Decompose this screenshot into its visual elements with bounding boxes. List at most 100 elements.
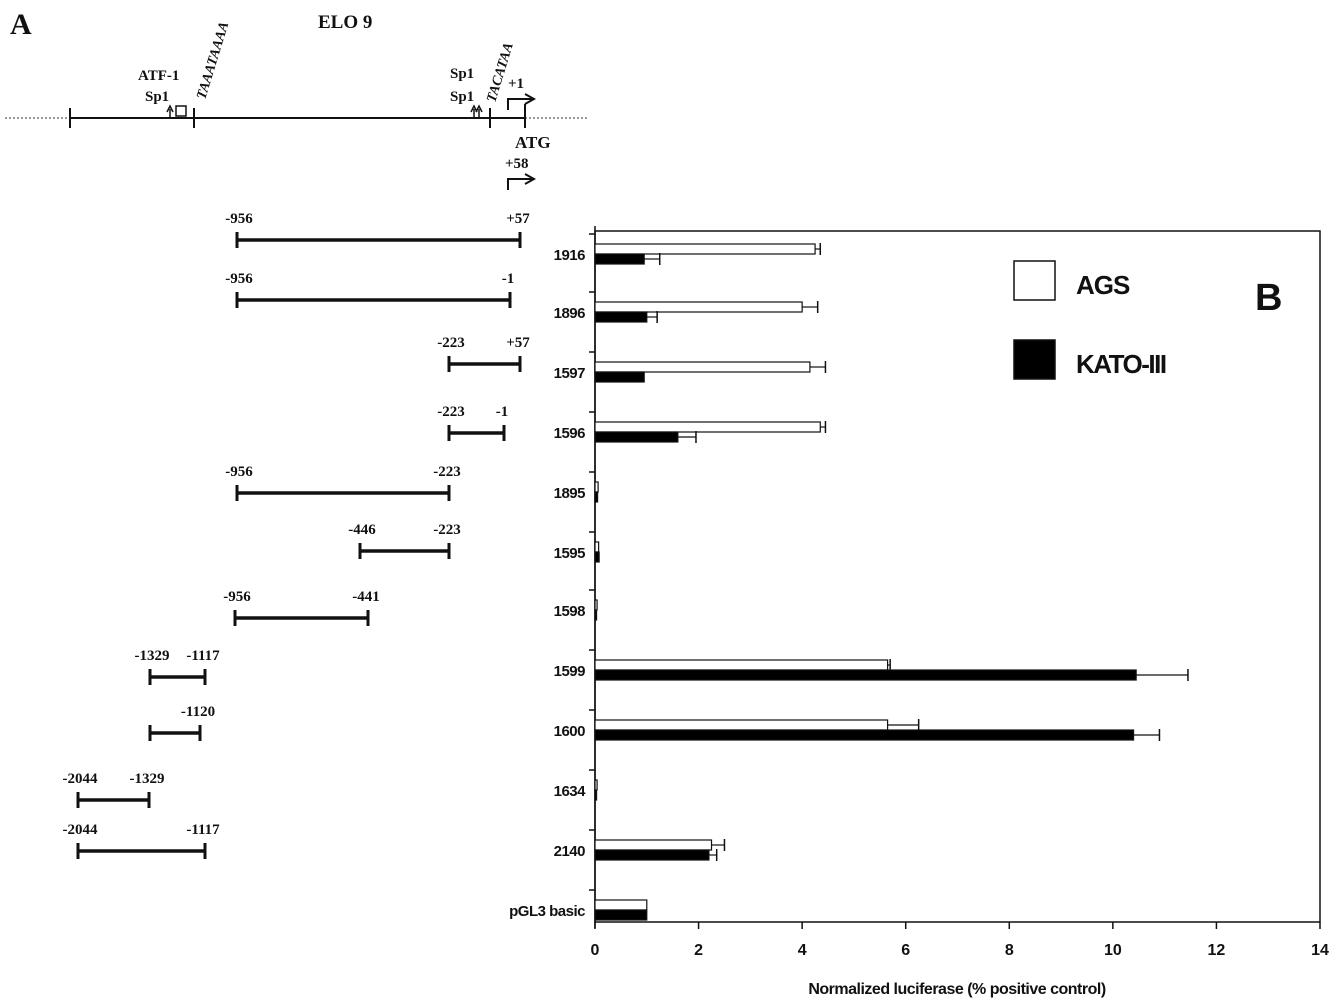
category-label: 1916 xyxy=(554,247,586,264)
x-axis-ticks: 0 2 4 6 8 10 12 14 xyxy=(591,922,1329,959)
construct: -956 -1 xyxy=(225,271,514,308)
bar-kato-iii xyxy=(594,669,1137,681)
sp1-right-bottom-label: Sp1 xyxy=(450,89,474,105)
atf1-label: ATF-1 xyxy=(138,68,179,84)
construct-start-label: -1329 xyxy=(135,648,170,664)
x-tick-label: 6 xyxy=(901,942,910,959)
category-label: pGL3 basic xyxy=(509,903,585,920)
construct-end-label: -1117 xyxy=(186,822,220,838)
sp1-right-top-label: Sp1 xyxy=(450,66,474,82)
tss-label: +1 xyxy=(508,76,524,92)
construct: -223 +57 xyxy=(437,335,530,372)
category-label: 1598 xyxy=(554,603,586,620)
construct-end-label: -1 xyxy=(496,404,509,420)
category-label: 1597 xyxy=(554,365,586,382)
x-tick-label: 2 xyxy=(694,942,703,959)
sp1-left-label: Sp1 xyxy=(145,89,169,105)
bar-ags xyxy=(594,541,600,553)
bar-ags xyxy=(594,659,889,671)
x-tick-label: 14 xyxy=(1311,942,1329,959)
construct: -1329 -1117 xyxy=(135,648,220,685)
category-label: 1600 xyxy=(554,723,586,740)
bar-kato-iii xyxy=(594,609,598,621)
construct-end-label: +57 xyxy=(506,211,530,227)
panel-a-label: A xyxy=(10,8,32,41)
bar-ags xyxy=(594,243,816,255)
construct: -1120 xyxy=(148,704,215,741)
construct: -956 -441 xyxy=(223,589,380,626)
construct-end-label: -223 xyxy=(433,522,461,538)
bar-ags xyxy=(594,719,889,731)
construct-end-label: -1120 xyxy=(181,704,215,720)
bar-ags xyxy=(594,779,598,791)
construct-end-label: +57 xyxy=(506,335,530,351)
category-label: 1896 xyxy=(554,305,586,322)
bar-kato-iii xyxy=(594,253,645,265)
sp1-site-arrow-icon xyxy=(470,104,478,118)
construct: -2044 -1329 xyxy=(63,771,165,808)
bar-ags xyxy=(594,599,598,611)
sp1-site-arrow-icon xyxy=(166,104,174,118)
x-tick-label: 10 xyxy=(1104,942,1122,959)
bar-ags xyxy=(594,301,803,313)
construct-start-label: -223 xyxy=(437,335,465,351)
bar-kato-iii xyxy=(594,431,679,443)
category-label: 1634 xyxy=(554,783,587,800)
tss-arrow-icon xyxy=(507,93,537,110)
x-tick-label: 0 xyxy=(591,942,600,959)
legend-swatch-kato-iii xyxy=(1013,339,1056,380)
category-label: 1595 xyxy=(554,545,586,562)
x-tick-label: 12 xyxy=(1208,942,1226,959)
construct-start-label: -956 xyxy=(225,211,253,227)
construct: -446 -223 xyxy=(348,522,461,559)
construct: -2044 -1117 xyxy=(63,822,220,859)
tacataa-label: TACATAA xyxy=(484,41,516,104)
category-label: 2140 xyxy=(554,843,586,860)
construct: -956 -223 xyxy=(225,464,461,501)
construct-end-label: -1117 xyxy=(186,648,220,664)
atg-arrow-icon xyxy=(507,173,537,190)
panel-a-promoter-map: A ELO 9 ATF-1 Sp1 TAAATAAAA Sp1 Sp1 TACA… xyxy=(5,8,588,859)
construct-end-label: -1329 xyxy=(130,771,165,787)
bar-ags xyxy=(594,421,821,433)
construct: -223 -1 xyxy=(437,404,508,441)
construct: -956 +57 xyxy=(225,211,530,248)
bar-kato-iii xyxy=(594,371,645,383)
construct-end-label: -441 xyxy=(352,589,380,605)
panel-b-bar-chart: 1916 1896 1597 1596 1895 1595 1598 1599 1600 1634… xyxy=(509,226,1329,998)
construct-start-label: -2044 xyxy=(63,822,98,838)
construct-end-label: -1 xyxy=(502,271,515,287)
plot-frame xyxy=(594,230,1321,923)
legend-swatch-ags xyxy=(1013,260,1056,301)
legend-label-kato-iii: KATO-III xyxy=(1076,349,1166,379)
x-tick-label: 4 xyxy=(798,942,807,959)
deletion-constructs: -956 +57 -956 -1 -223 +57 -223 -1 -956 -223 -446 -2… xyxy=(63,211,530,859)
bar-ags xyxy=(594,481,599,493)
bar-ags xyxy=(594,361,811,373)
y-axis-ticks: 1916 1896 1597 1596 1895 1595 1598 1599 1600 1634… xyxy=(509,233,595,920)
bar-ags xyxy=(594,839,713,851)
atg-label: ATG xyxy=(515,133,551,152)
x-tick-label: 8 xyxy=(1005,942,1014,959)
construct-start-label: -223 xyxy=(437,404,465,420)
category-label: 1895 xyxy=(554,485,586,502)
taaataaaa-label: TAAATAAAA xyxy=(194,20,232,101)
construct-end-label: -223 xyxy=(433,464,461,480)
gene-name: ELO 9 xyxy=(318,12,372,33)
construct-start-label: -2044 xyxy=(63,771,98,787)
construct-start-label: -956 xyxy=(223,589,251,605)
bar-kato-iii xyxy=(594,551,600,563)
panel-b-label: B xyxy=(1255,277,1282,319)
bar-ags xyxy=(594,899,648,911)
bar-kato-iii xyxy=(594,909,648,921)
legend: AGS KATO-III xyxy=(1013,260,1167,380)
bar-kato-iii xyxy=(594,729,1135,741)
construct-start-label: -446 xyxy=(348,522,376,538)
category-label: 1596 xyxy=(554,425,586,442)
bars xyxy=(594,243,1189,921)
bar-kato-iii xyxy=(594,789,598,801)
construct-start-label: -956 xyxy=(225,464,253,480)
sp1-site-arrow-icon xyxy=(475,104,483,118)
bar-kato-iii xyxy=(594,491,599,503)
